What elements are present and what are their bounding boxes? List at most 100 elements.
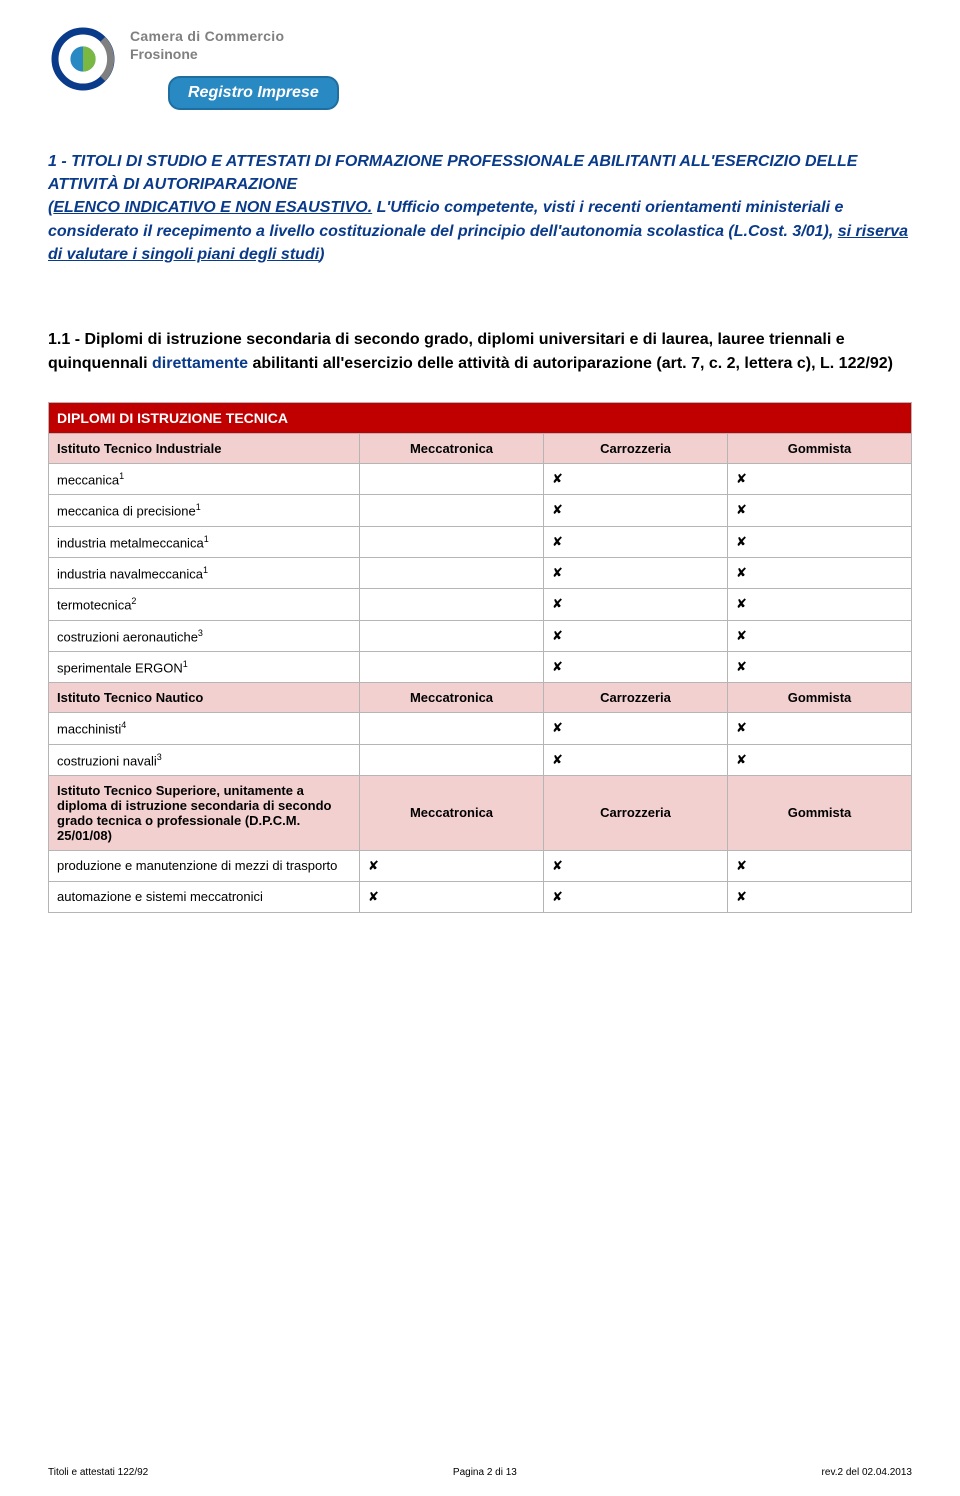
section2-header-label: Istituto Tecnico Nautico bbox=[49, 683, 360, 713]
table-banner-cell: DIPLOMI DI ISTRUZIONE TECNICA bbox=[49, 402, 912, 433]
table-row: sperimentale ERGON1 ✘ ✘ bbox=[49, 651, 912, 682]
cell-d: ✘ bbox=[727, 881, 911, 912]
row-label: automazione e sistemi meccatronici bbox=[49, 881, 360, 912]
subsection-suffix: abilitanti all'esercizio delle attività … bbox=[248, 355, 893, 372]
cell-b bbox=[359, 463, 543, 494]
cell-b bbox=[359, 589, 543, 620]
row-label-text: costruzioni aeronautiche bbox=[57, 629, 198, 644]
cell-d: ✘ bbox=[727, 744, 911, 775]
cell-d: ✘ bbox=[727, 713, 911, 744]
cell-c: ✘ bbox=[543, 589, 727, 620]
footer-left: Titoli e attestati 122/92 bbox=[48, 1467, 148, 1478]
table-row: produzione e manutenzione di mezzi di tr… bbox=[49, 850, 912, 881]
row-label-text: costruzioni navali bbox=[57, 753, 157, 768]
cell-d: ✘ bbox=[727, 557, 911, 588]
cell-d: ✘ bbox=[727, 463, 911, 494]
section-1-title: 1 - TITOLI DI STUDIO E ATTESTATI DI FORM… bbox=[48, 150, 912, 266]
cell-d: ✘ bbox=[727, 850, 911, 881]
row-label: industria navalmeccanica1 bbox=[49, 557, 360, 588]
cell-c: ✘ bbox=[543, 881, 727, 912]
cell-b: ✘ bbox=[359, 850, 543, 881]
cell-b: ✘ bbox=[359, 881, 543, 912]
cell-c: ✘ bbox=[543, 620, 727, 651]
table-row: meccanica1 ✘ ✘ bbox=[49, 463, 912, 494]
row-label-text: industria navalmeccanica bbox=[57, 566, 203, 581]
col-carrozzeria: Carrozzeria bbox=[543, 433, 727, 463]
section3-header-label: Istituto Tecnico Superiore, unitamente a… bbox=[49, 775, 360, 850]
row-label: termotecnica2 bbox=[49, 589, 360, 620]
table-row: automazione e sistemi meccatronici ✘ ✘ ✘ bbox=[49, 881, 912, 912]
row-label: macchinisti4 bbox=[49, 713, 360, 744]
cell-b bbox=[359, 495, 543, 526]
subsection-1-1: 1.1 - Diplomi di istruzione secondaria d… bbox=[48, 328, 912, 376]
table-row: industria metalmeccanica1 ✘ ✘ bbox=[49, 526, 912, 557]
diplomi-table: DIPLOMI DI ISTRUZIONE TECNICA Istituto T… bbox=[48, 402, 912, 913]
col-meccatronica: Meccatronica bbox=[359, 433, 543, 463]
logo-text-block: Camera di Commercio Frosinone bbox=[130, 24, 284, 62]
cell-c: ✘ bbox=[543, 557, 727, 588]
col-carrozzeria: Carrozzeria bbox=[543, 775, 727, 850]
table-row: termotecnica2 ✘ ✘ bbox=[49, 589, 912, 620]
row-label: meccanica1 bbox=[49, 463, 360, 494]
cell-b bbox=[359, 620, 543, 651]
cell-b bbox=[359, 713, 543, 744]
row-label-text: sperimentale ERGON bbox=[57, 660, 183, 675]
cell-c: ✘ bbox=[543, 850, 727, 881]
heading-paren-close: ) bbox=[319, 246, 324, 263]
cell-b bbox=[359, 744, 543, 775]
col-meccatronica: Meccatronica bbox=[359, 775, 543, 850]
cell-d: ✘ bbox=[727, 526, 911, 557]
table-section1-header: Istituto Tecnico Industriale Meccatronic… bbox=[49, 433, 912, 463]
row-label: produzione e manutenzione di mezzi di tr… bbox=[49, 850, 360, 881]
cell-b bbox=[359, 526, 543, 557]
row-label-text: meccanica di precisione bbox=[57, 504, 196, 519]
logo-org-line1: Camera di Commercio bbox=[130, 28, 284, 44]
table-row: costruzioni navali3 ✘ ✘ bbox=[49, 744, 912, 775]
table-banner-row: DIPLOMI DI ISTRUZIONE TECNICA bbox=[49, 402, 912, 433]
row-sup: 4 bbox=[121, 720, 126, 730]
page-footer: Titoli e attestati 122/92 Pagina 2 di 13… bbox=[48, 1467, 912, 1478]
row-label-text: termotecnica bbox=[57, 598, 131, 613]
heading-main: 1 - TITOLI DI STUDIO E ATTESTATI DI FORM… bbox=[48, 153, 857, 193]
heading-underline1: ELENCO INDICATIVO E NON ESAUSTIVO. bbox=[53, 199, 372, 216]
table-section3-header: Istituto Tecnico Superiore, unitamente a… bbox=[49, 775, 912, 850]
col-carrozzeria: Carrozzeria bbox=[543, 683, 727, 713]
cell-c: ✘ bbox=[543, 463, 727, 494]
cell-c: ✘ bbox=[543, 526, 727, 557]
col-gommista: Gommista bbox=[727, 683, 911, 713]
chamber-logo-icon bbox=[48, 24, 118, 94]
cell-d: ✘ bbox=[727, 651, 911, 682]
subsection-blue: direttamente bbox=[152, 355, 248, 372]
row-label-text: automazione e sistemi meccatronici bbox=[57, 889, 263, 904]
col-meccatronica: Meccatronica bbox=[359, 683, 543, 713]
row-sup: 3 bbox=[157, 752, 162, 762]
row-sup: 2 bbox=[131, 596, 136, 606]
table-row: meccanica di precisione1 ✘ ✘ bbox=[49, 495, 912, 526]
row-sup: 1 bbox=[183, 659, 188, 669]
table-row: industria navalmeccanica1 ✘ ✘ bbox=[49, 557, 912, 588]
row-label-text: macchinisti bbox=[57, 722, 121, 737]
cell-c: ✘ bbox=[543, 495, 727, 526]
row-label: costruzioni aeronautiche3 bbox=[49, 620, 360, 651]
row-label: costruzioni navali3 bbox=[49, 744, 360, 775]
section1-header-label: Istituto Tecnico Industriale bbox=[49, 433, 360, 463]
cell-d: ✘ bbox=[727, 620, 911, 651]
cell-b bbox=[359, 557, 543, 588]
table-row: costruzioni aeronautiche3 ✘ ✘ bbox=[49, 620, 912, 651]
cell-d: ✘ bbox=[727, 495, 911, 526]
row-label-text: meccanica bbox=[57, 472, 119, 487]
row-sup: 3 bbox=[198, 628, 203, 638]
page-header-logo: Camera di Commercio Frosinone Registro I… bbox=[48, 24, 912, 114]
row-label-text: industria metalmeccanica bbox=[57, 535, 204, 550]
registry-badge: Registro Imprese bbox=[168, 76, 339, 110]
col-gommista: Gommista bbox=[727, 775, 911, 850]
logo-org-line2: Frosinone bbox=[130, 46, 284, 62]
row-label: industria metalmeccanica1 bbox=[49, 526, 360, 557]
row-label: meccanica di precisione1 bbox=[49, 495, 360, 526]
cell-c: ✘ bbox=[543, 651, 727, 682]
row-sup: 1 bbox=[203, 565, 208, 575]
col-gommista: Gommista bbox=[727, 433, 911, 463]
row-label: sperimentale ERGON1 bbox=[49, 651, 360, 682]
row-sup: 1 bbox=[204, 534, 209, 544]
cell-d: ✘ bbox=[727, 589, 911, 620]
